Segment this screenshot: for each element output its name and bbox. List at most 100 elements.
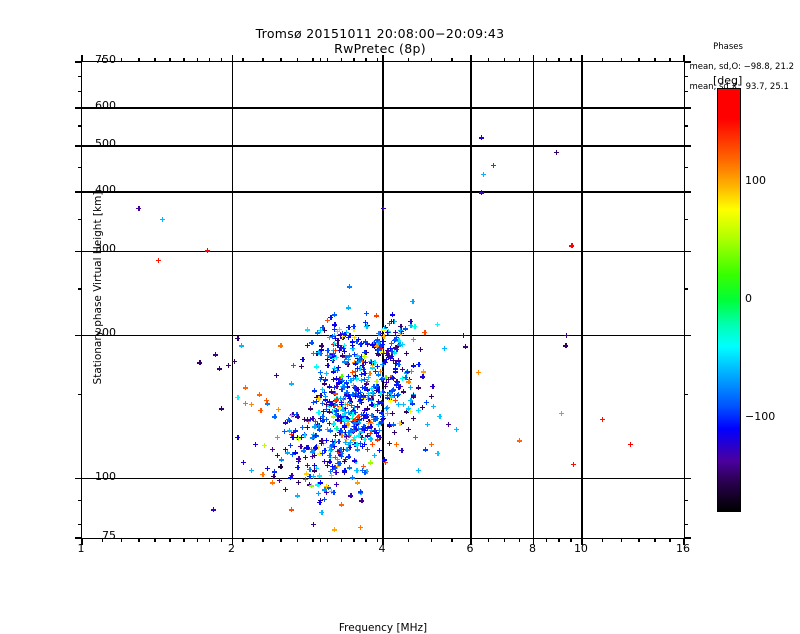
x-axis-minor-tick [430,58,433,62]
data-point-marker [364,414,370,420]
data-point-marker [312,462,318,468]
data-point-marker [372,428,378,434]
gridline-horizontal [82,191,684,193]
phase-stats-x-mode: mean, sd,X: 93.7, 25.1 [689,82,789,92]
x-axis-minor-tick [312,538,314,542]
data-point-marker [415,407,421,413]
data-point-marker [420,405,426,410]
data-point-marker [329,467,335,473]
data-point-marker [302,433,308,439]
data-point-marker [398,323,404,329]
x-axis-minor-tick [340,538,342,542]
data-point-marker [346,433,352,439]
data-point-marker [337,461,343,467]
colorbar-gradient [717,88,741,512]
data-point-marker [349,339,355,345]
data-point-marker [410,415,416,421]
data-point-marker [332,399,338,405]
data-point-marker [357,398,363,404]
data-point-marker [351,352,357,358]
data-point-marker [386,422,392,428]
data-point-marker [351,435,357,441]
x-axis-minor-tick [120,58,123,62]
data-point-marker [373,313,379,319]
data-point-marker [332,455,338,460]
y-axis-tick [75,145,82,147]
x-axis-minor-tick [326,538,329,542]
data-point-marker [395,392,401,398]
data-point-marker [384,405,390,411]
data-point-marker [360,363,366,369]
data-point-marker [373,388,379,394]
data-point-marker [410,336,416,342]
data-point-marker [384,405,390,410]
data-point-marker [367,460,373,466]
y-axis-minor-tick [684,166,688,169]
data-point-marker [362,320,368,326]
y-axis-minor-tick [78,499,82,501]
x-axis-minor-tick [138,538,140,542]
data-point-marker [290,451,296,457]
y-axis-tick-label: 300 [95,242,116,256]
data-point-marker [337,396,343,402]
data-point-marker [372,344,378,350]
data-point-marker [337,429,343,435]
data-point-marker [316,396,322,402]
data-point-marker [361,408,367,414]
x-axis-minor-tick [620,538,623,542]
data-point-marker [384,350,390,356]
x-axis-minor-tick [312,58,314,62]
data-point-marker [361,376,367,382]
data-point-marker [343,392,349,398]
x-axis-minor-tick [503,58,506,62]
colorbar [717,88,741,512]
data-point-marker [355,366,361,372]
data-point-marker [368,359,374,365]
x-axis-minor-tick [220,538,223,542]
data-point-marker [362,424,368,430]
data-point-marker [338,502,344,508]
data-point-marker [392,429,398,435]
data-point-marker [420,374,426,380]
x-axis-tick [581,55,583,62]
data-point-marker [410,392,416,398]
data-point-marker [398,420,404,426]
x-axis-minor-tick [601,58,604,62]
data-point-marker [272,414,278,420]
y-axis-tick [75,537,82,539]
data-point-marker [406,379,412,385]
data-point-marker [370,392,376,398]
data-point-marker [305,462,311,468]
data-point-marker [287,442,293,448]
data-point-marker [345,361,351,367]
x-axis-tick [532,55,535,62]
data-point-marker [281,428,287,434]
data-point-marker [393,345,399,351]
x-axis-minor-tick [601,538,604,542]
data-point-marker [325,356,331,362]
data-point-marker [351,404,357,410]
data-point-marker [317,451,323,457]
data-point-marker [369,402,375,408]
data-point-marker [362,436,368,442]
data-point-marker [332,347,338,353]
data-point-marker [274,372,280,378]
data-point-marker [292,450,298,456]
data-point-marker [350,383,356,389]
y-axis-tick-label: 200 [95,326,116,340]
data-point-marker [356,416,362,422]
data-point-marker [385,352,391,358]
data-point-marker [393,378,399,384]
data-point-marker [213,352,219,358]
data-point-marker [475,370,481,376]
x-axis-minor-tick [638,58,640,62]
data-point-marker [313,364,319,370]
data-point-marker [347,465,353,471]
data-point-marker [372,427,378,433]
y-axis-tick [75,107,82,109]
data-point-marker [362,385,368,391]
data-point-marker [299,363,305,369]
data-point-marker [326,384,332,390]
data-point-marker [335,342,341,348]
data-point-marker [334,426,340,432]
